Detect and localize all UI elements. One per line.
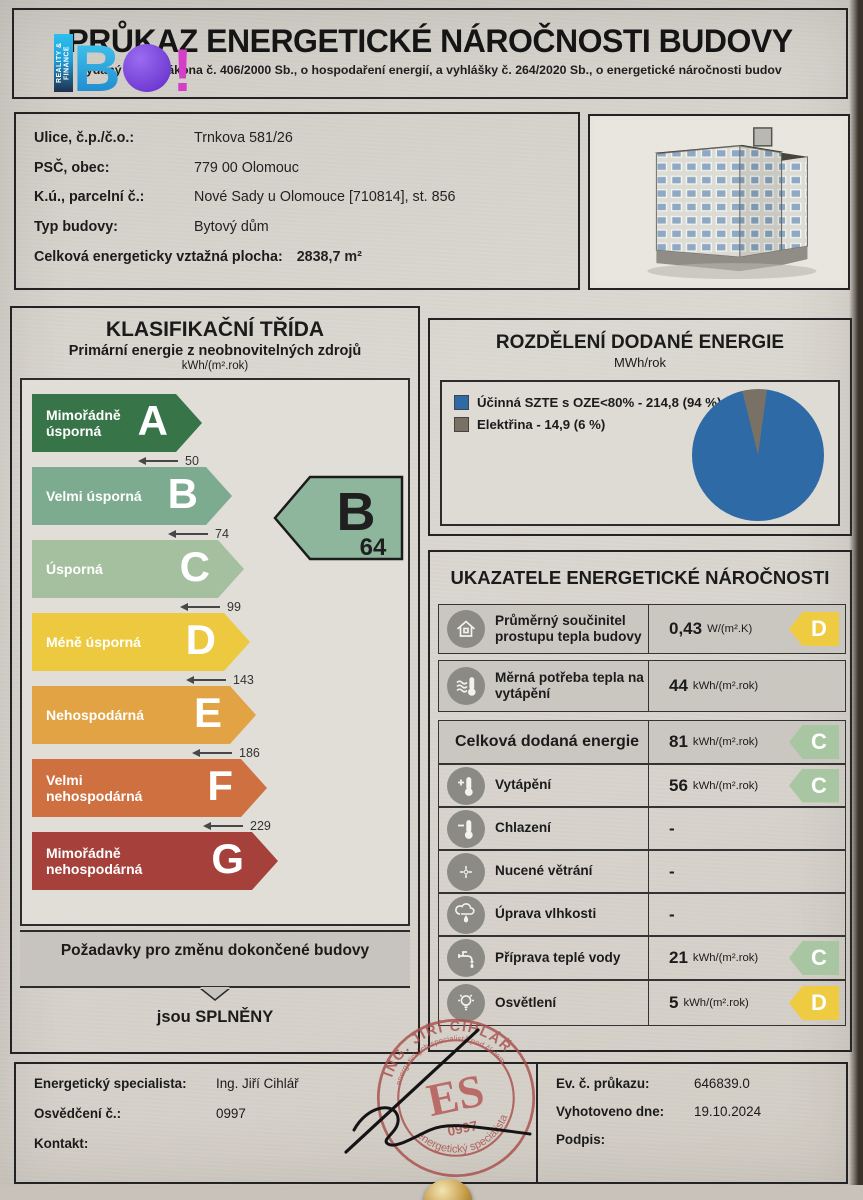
left-arrow-icon [203,822,243,829]
threshold-f-g: 229 [203,819,271,833]
classification-title: KLASIFIKAČNÍ TŘÍDA [105,318,325,341]
humidity-icon [447,895,485,934]
building-info-panel: Ulice, č.p./č.o.: Trnkova 581/26 PSČ, ob… [14,112,580,290]
indicator-row-total-energy: Celková dodaná energie 81 kWh/(m².rok) C [438,720,846,764]
footer: Energetický specialista: Ing. Jiří Cihlá… [14,1062,848,1184]
indicator-row-cooling: Chlazení - [438,807,846,850]
rating-letter: B [337,482,376,542]
class-row-e: Nehospodárná E [32,686,256,744]
legend-item: Elektřina - 14,9 (6 %) [454,417,721,432]
logo-vertical-text: REALITY & FINANCE [54,34,73,92]
class-row-b: Velmi úsporná B [32,467,232,525]
info-row-type: Typ budovy: Bytový dům [34,218,269,235]
footer-divider [536,1064,538,1182]
fan-icon [447,852,485,891]
class-row-d: Méně úsporná D [32,613,250,671]
stamp-es-monogram: ES [422,1064,488,1126]
pie-chart [692,389,824,521]
distribution-section: ROZDĚLENÍ DODANÉ ENERGIE MWh/rok Účinná … [428,318,852,536]
class-row-a: Mimořádně úsporná A [32,394,202,452]
thermometer-plus-icon [447,766,485,805]
indicator-row-heat-demand: Měrná potřeba tepla na vytápění 44 kWh/(… [438,660,846,712]
info-row-parcel: K.ú., parcelní č.: Nové Sady u Olomouce … [34,189,456,206]
photo-edge-shadow [849,0,863,1192]
class-row-g: Mimořádně nehospodárná G [32,832,278,890]
signature-row: Podpis: [556,1132,606,1147]
class-badge: C [789,725,839,759]
left-arrow-icon [138,457,178,464]
bo-logo: REALITY & FINANCE B ! [54,18,193,105]
chevron-down-icon [200,987,230,999]
page-subtitle: Vydaný podle zákona č. 406/2000 Sb., o h… [78,63,782,77]
classification-unit: kWh/(m².rok) [181,360,249,372]
faucet-icon [447,939,485,977]
left-arrow-icon [192,749,232,756]
class-row-f: Velmi nehospodárná F [32,759,267,817]
round-stamp: ING. JIŘÍ CIHLÁŘ energetických specialis… [372,1004,536,1178]
info-row-area: Celková energeticky vztažná plocha: 2838… [34,248,362,265]
indicators-table: Průměrný součinitel prostupu tepla budov… [438,602,846,1042]
certificate-row: Osvědčení č.: 0997 [34,1106,246,1121]
class-badge: C [789,768,839,803]
footer-right: Ev. č. průkazu: 646839.0 Vyhotoveno dne:… [556,1076,834,1160]
threshold-a-b: 50 [138,454,199,468]
header: REALITY & FINANCE B ! PRŮKAZ ENERGETICKÉ… [12,8,848,105]
rating-arrow: B 64 [273,475,404,561]
threshold-d-e: 143 [186,673,254,687]
indicator-row-ventilation: Nucené větrání - [438,850,846,893]
distribution-chart-area: Účinná SZTE s OZE<80% - 214,8 (94 %) Ele… [440,380,840,526]
legend-swatch-gray [454,417,469,432]
pie-legend: Účinná SZTE s OZE<80% - 214,8 (94 %) Ele… [454,395,721,439]
signature [344,1028,532,1154]
distribution-unit: MWh/rok [614,355,666,370]
class-badge: C [789,941,839,975]
footer-left: Energetický specialista: Ing. Jiří Cihlá… [34,1076,524,1166]
lightbulb-icon [447,984,485,1022]
specialist-row: Energetický specialista: Ing. Jiří Cihlá… [34,1076,299,1091]
class-badge: D [789,612,839,646]
threshold-b-c: 74 [168,527,229,541]
building-3d-render [594,120,844,284]
contact-row: Kontakt: [34,1136,89,1151]
info-row-city: PSČ, obec: 779 00 Olomouc [34,159,299,176]
indicator-row-humidity: Úprava vlhkosti - [438,893,846,936]
indicators-section: UKAZATELE ENERGETICKÉ NÁROČNOSTI Průměrn… [428,550,852,1052]
indicator-row-hot-water: Příprava teplé vody 21 kWh/(m².rok) C [438,936,846,980]
info-row-street: Ulice, č.p./č.o.: Trnkova 581/26 [34,130,293,146]
left-arrow-icon [168,530,208,537]
class-badge: D [789,986,839,1020]
classification-scale: Mimořádně úsporná A 50 Velmi úsporná B [20,378,410,926]
page-title: PRŮKAZ ENERGETICKÉ NÁROČNOSTI BUDOVY [67,23,793,59]
classification-section: KLASIFIKAČNÍ TŘÍDA Primární energie z ne… [10,306,420,1054]
requirements-band: Požadavky pro změnu dokončené budovy [20,930,410,999]
classification-subtitle: Primární energie z neobnovitelných zdroj… [68,343,362,359]
threshold-c-d: 99 [180,600,241,614]
left-arrow-icon [180,603,220,610]
logo-exclaim: ! [172,37,193,104]
indicator-row-u-value: Průměrný součinitel prostupu tepla budov… [438,604,846,654]
issue-date-row: Vyhotoveno dne: 19.10.2024 [556,1104,762,1119]
logo-letter-b: B [73,30,121,105]
indicator-row-lighting: Osvětlení 5 kWh/(m².rok) D [438,980,846,1026]
indicators-title: UKAZATELE ENERGETICKÉ NÁROČNOSTI [450,567,830,588]
legend-swatch-blue [454,395,469,410]
building-image [588,114,850,290]
distribution-title: ROZDĚLENÍ DODANÉ ENERGIE [495,332,785,353]
threshold-e-f: 186 [192,746,260,760]
indicator-row-heating: Vytápění 56 kWh/(m².rok) C [438,764,846,807]
ev-number-row: Ev. č. průkazu: 646839.0 [556,1076,750,1091]
door-knob [424,1179,472,1200]
house-icon [447,610,485,648]
thermometer-waves-icon [447,667,485,705]
thermometer-minus-icon [447,809,485,848]
requirements-result: jsou SPLNĚNY [156,1008,274,1026]
stamp-number: 0997 [446,1118,479,1139]
class-row-c: Úsporná C [32,540,244,598]
rating-value: 64 [360,534,387,561]
left-arrow-icon [186,676,226,683]
legend-item: Účinná SZTE s OZE<80% - 214,8 (94 %) [454,395,721,410]
logo-disc-o [122,44,171,92]
